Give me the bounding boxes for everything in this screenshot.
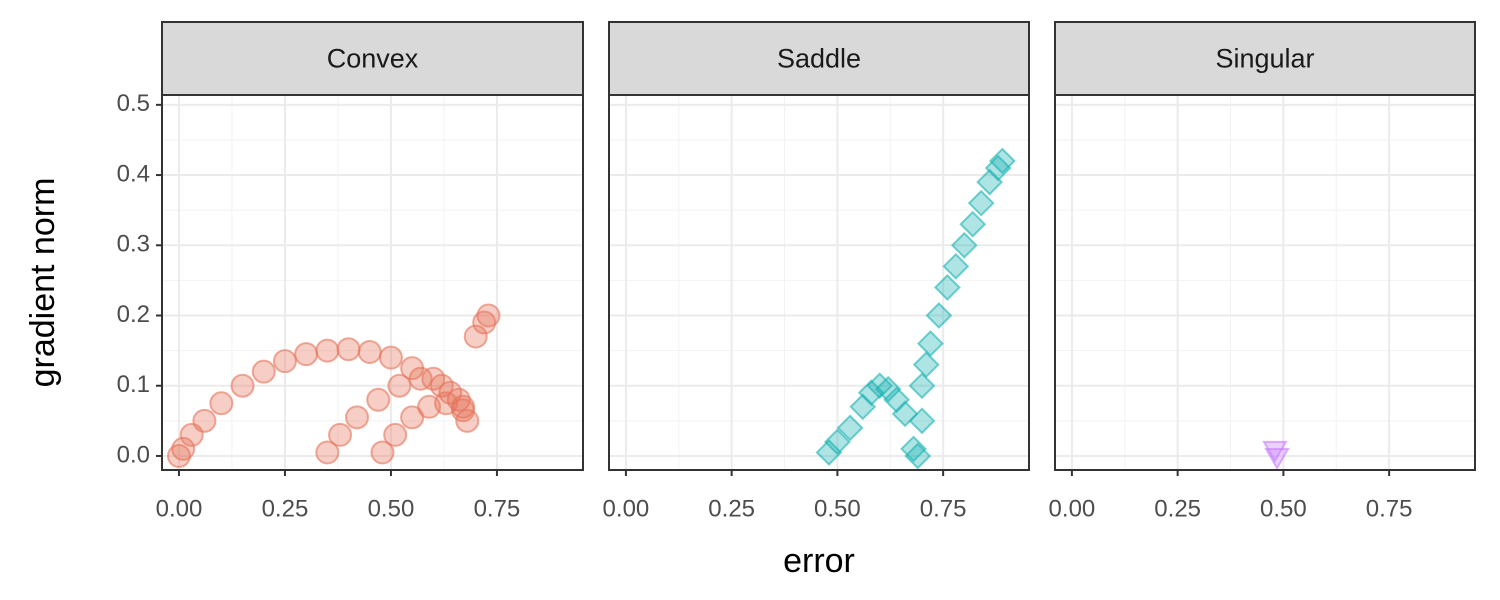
- point: [408, 366, 433, 391]
- point: [429, 373, 454, 398]
- point: [849, 393, 877, 421]
- strip: [608, 21, 1030, 96]
- x-tick-label: 0.25: [1154, 495, 1201, 522]
- panel-background: [1055, 95, 1475, 470]
- point: [378, 345, 403, 370]
- point: [315, 440, 340, 465]
- point: [1264, 447, 1290, 470]
- point: [315, 338, 340, 363]
- x-axis-title: error: [783, 542, 855, 580]
- points: [166, 303, 501, 468]
- points: [1262, 440, 1290, 470]
- point: [336, 337, 361, 362]
- point: [883, 386, 911, 414]
- point: [836, 414, 864, 442]
- strip: [1054, 21, 1476, 96]
- point: [967, 189, 995, 217]
- panel-background: [609, 95, 1029, 470]
- point: [357, 340, 382, 365]
- point: [400, 405, 425, 430]
- point: [192, 408, 217, 433]
- point: [1262, 440, 1288, 463]
- point: [908, 407, 936, 435]
- point: [209, 391, 234, 416]
- point: [366, 387, 391, 412]
- x-tick-label: 0.50: [368, 495, 415, 522]
- x-tick-label: 0.75: [920, 495, 967, 522]
- point: [815, 439, 843, 466]
- point: [908, 372, 936, 400]
- strip-label: Convex: [327, 44, 419, 74]
- y-tick-label: 0.3: [117, 231, 150, 258]
- y-axis-title: gradient norm: [24, 178, 62, 388]
- x-tick-label: 0.75: [1366, 495, 1413, 522]
- point: [166, 443, 191, 468]
- point: [294, 342, 319, 367]
- x-tick-label: 0.25: [708, 495, 755, 522]
- point: [933, 274, 961, 301]
- point: [451, 398, 476, 423]
- y-tick-label: 0.1: [117, 371, 150, 398]
- point: [251, 359, 276, 384]
- point: [942, 252, 970, 280]
- y-tick-label: 0.4: [117, 160, 150, 187]
- point: [383, 422, 408, 447]
- point: [328, 422, 353, 447]
- strip-label: Singular: [1215, 44, 1314, 74]
- strip: [161, 21, 584, 96]
- y-tick-label: 0.0: [117, 441, 150, 468]
- point: [463, 324, 488, 349]
- point: [891, 400, 919, 428]
- point: [874, 375, 902, 403]
- point: [370, 440, 395, 465]
- point: [959, 210, 987, 238]
- point: [976, 168, 1004, 196]
- x-tick-label: 0.50: [1260, 495, 1307, 522]
- x-tick-label: 0.25: [262, 495, 309, 522]
- point: [823, 428, 851, 456]
- point: [904, 442, 932, 470]
- point: [345, 405, 370, 430]
- point: [857, 379, 885, 407]
- point: [230, 373, 255, 398]
- strip-label: Saddle: [777, 44, 861, 74]
- point: [171, 436, 196, 461]
- points: [815, 147, 1016, 470]
- point: [925, 302, 953, 329]
- point: [912, 351, 940, 379]
- point: [272, 349, 297, 374]
- point: [476, 303, 501, 328]
- x-tick-label: 0.50: [814, 495, 861, 522]
- x-tick-label: 0.00: [603, 495, 650, 522]
- x-tick-label: 0.00: [1049, 495, 1096, 522]
- point: [472, 310, 497, 335]
- x-tick-label: 0.00: [156, 495, 203, 522]
- point: [387, 373, 412, 398]
- y-tick-label: 0.5: [117, 90, 150, 117]
- point: [988, 147, 1016, 175]
- y-tick-label: 0.2: [117, 301, 150, 328]
- point: [917, 330, 944, 358]
- x-tick-label: 0.75: [474, 495, 521, 522]
- point: [950, 231, 978, 259]
